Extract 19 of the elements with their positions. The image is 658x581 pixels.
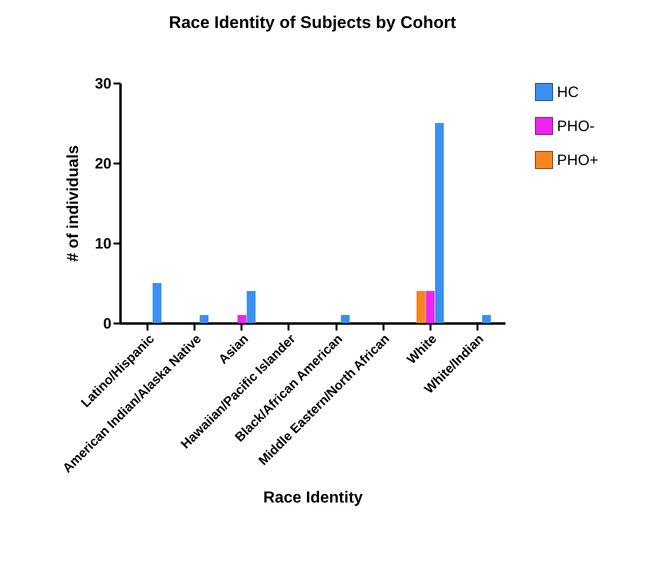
y-axis-title: # of individuals (64, 145, 82, 262)
y-tick-label: 20 (94, 156, 112, 172)
bar (435, 123, 444, 323)
bar (246, 291, 256, 323)
bar (152, 283, 162, 323)
bar (482, 315, 491, 323)
chart-title: Race Identity of Subjects by Cohort (168, 13, 456, 32)
bar (340, 315, 350, 323)
bar (426, 291, 435, 323)
y-tick-label: 0 (103, 316, 112, 332)
bar (200, 315, 208, 323)
bar (416, 291, 426, 323)
x-axis-title: Race Identity (263, 490, 363, 507)
legend-label: HC (557, 84, 579, 101)
y-tick-label: 30 (94, 76, 112, 92)
bar (238, 315, 246, 323)
legend-label: PHO- (557, 118, 595, 135)
legend-label: PHO+ (557, 152, 599, 169)
y-tick-label: 10 (94, 236, 112, 252)
